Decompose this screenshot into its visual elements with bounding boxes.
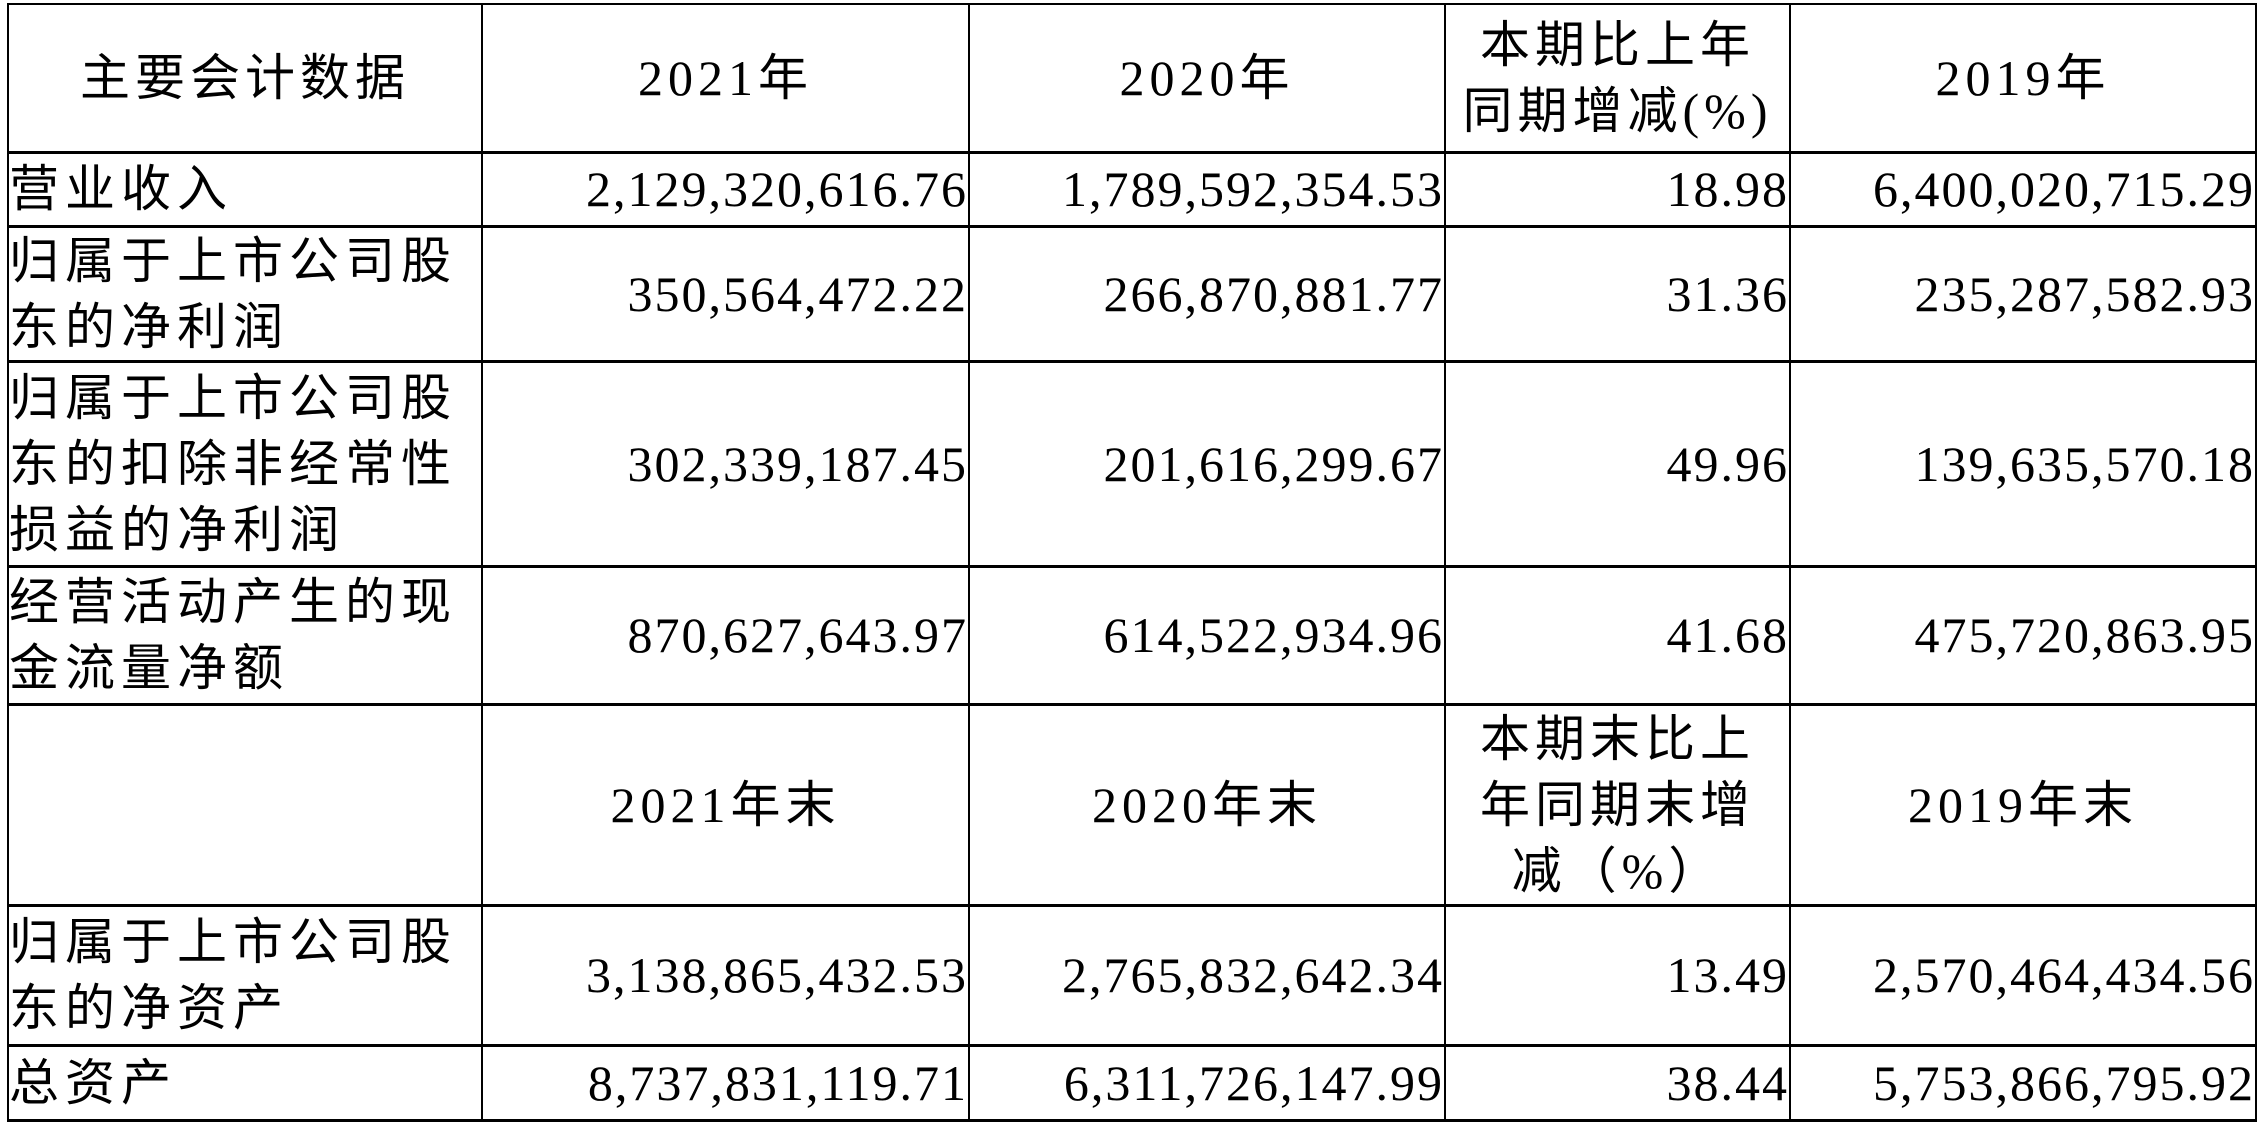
- value-net-assets-change: 13.49: [1444, 904, 1791, 1046]
- value-cash-flow-change: 41.68: [1444, 565, 1791, 705]
- header-year-2021: 2021年: [481, 3, 970, 153]
- row-net-profit-excl-nonrecurring: 归属于上市公司股 东的扣除非经常性 损益的净利润 302,339,187.45 …: [7, 360, 2257, 567]
- value-net-profit-excl-2020: 201,616,299.67: [968, 360, 1446, 567]
- value-net-profit-2019: 235,287,582.93: [1789, 225, 2257, 362]
- row-operating-cash-flow: 经营活动产生的现 金流量净额 870,627,643.97 614,522,93…: [7, 565, 2257, 705]
- value-net-profit-excl-2019: 139,635,570.18: [1789, 360, 2257, 567]
- value-net-profit-2020: 266,870,881.77: [968, 225, 1446, 362]
- label-total-assets: 总资产: [7, 1044, 483, 1121]
- value-total-assets-2019: 5,753,866,795.92: [1789, 1044, 2257, 1121]
- label-net-profit-attributable: 归属于上市公司股 东的净利润: [7, 225, 483, 362]
- header-end-2020: 2020年末: [968, 703, 1446, 906]
- value-total-assets-2020: 6,311,726,147.99: [968, 1044, 1446, 1121]
- value-operating-revenue-change: 18.98: [1444, 151, 1791, 227]
- value-net-assets-2020: 2,765,832,642.34: [968, 904, 1446, 1046]
- value-net-profit-2021: 350,564,472.22: [481, 225, 970, 362]
- row-total-assets: 总资产 8,737,831,119.71 6,311,726,147.99 38…: [7, 1044, 2257, 1121]
- value-operating-revenue-2019: 6,400,020,715.29: [1789, 151, 2257, 227]
- header-end-yoy-change-percent: 本期末比上 年同期末增 减（%）: [1444, 703, 1791, 906]
- value-operating-revenue-2020: 1,789,592,354.53: [968, 151, 1446, 227]
- row-net-assets-attributable: 归属于上市公司股 东的净资产 3,138,865,432.53 2,765,83…: [7, 904, 2257, 1046]
- label-net-profit-excl-nonrecurring: 归属于上市公司股 东的扣除非经常性 损益的净利润: [7, 360, 483, 567]
- value-net-profit-excl-change: 49.96: [1444, 360, 1791, 567]
- value-cash-flow-2019: 475,720,863.95: [1789, 565, 2257, 705]
- key-accounting-data-table: 主要会计数据 2021年 2020年 本期比上年 同期增减(%) 2019年 营…: [7, 3, 2257, 1122]
- value-cash-flow-2020: 614,522,934.96: [968, 565, 1446, 705]
- value-total-assets-2021: 8,737,831,119.71: [481, 1044, 970, 1121]
- row-net-profit-attributable: 归属于上市公司股 东的净利润 350,564,472.22 266,870,88…: [7, 225, 2257, 362]
- value-net-profit-excl-2021: 302,339,187.45: [481, 360, 970, 567]
- header-period-end-blank: [7, 703, 483, 906]
- label-operating-cash-flow: 经营活动产生的现 金流量净额: [7, 565, 483, 705]
- header-end-2021: 2021年末: [481, 703, 970, 906]
- header-row-period-end: 2021年末 2020年末 本期末比上 年同期末增 减（%） 2019年末: [7, 703, 2257, 906]
- value-operating-revenue-2021: 2,129,320,616.76: [481, 151, 970, 227]
- header-year-2020: 2020年: [968, 3, 1446, 153]
- header-yoy-change-percent: 本期比上年 同期增减(%): [1444, 3, 1791, 153]
- value-net-assets-2021: 3,138,865,432.53: [481, 904, 970, 1046]
- value-net-assets-2019: 2,570,464,434.56: [1789, 904, 2257, 1046]
- header-end-2019: 2019年末: [1789, 703, 2257, 906]
- header-main-accounting-data: 主要会计数据: [7, 3, 483, 153]
- label-net-assets-attributable: 归属于上市公司股 东的净资产: [7, 904, 483, 1046]
- row-operating-revenue: 营业收入 2,129,320,616.76 1,789,592,354.53 1…: [7, 151, 2257, 227]
- value-total-assets-change: 38.44: [1444, 1044, 1791, 1121]
- header-year-2019: 2019年: [1789, 3, 2257, 153]
- value-cash-flow-2021: 870,627,643.97: [481, 565, 970, 705]
- label-operating-revenue: 营业收入: [7, 151, 483, 227]
- value-net-profit-change: 31.36: [1444, 225, 1791, 362]
- header-row-annual: 主要会计数据 2021年 2020年 本期比上年 同期增减(%) 2019年: [7, 3, 2257, 153]
